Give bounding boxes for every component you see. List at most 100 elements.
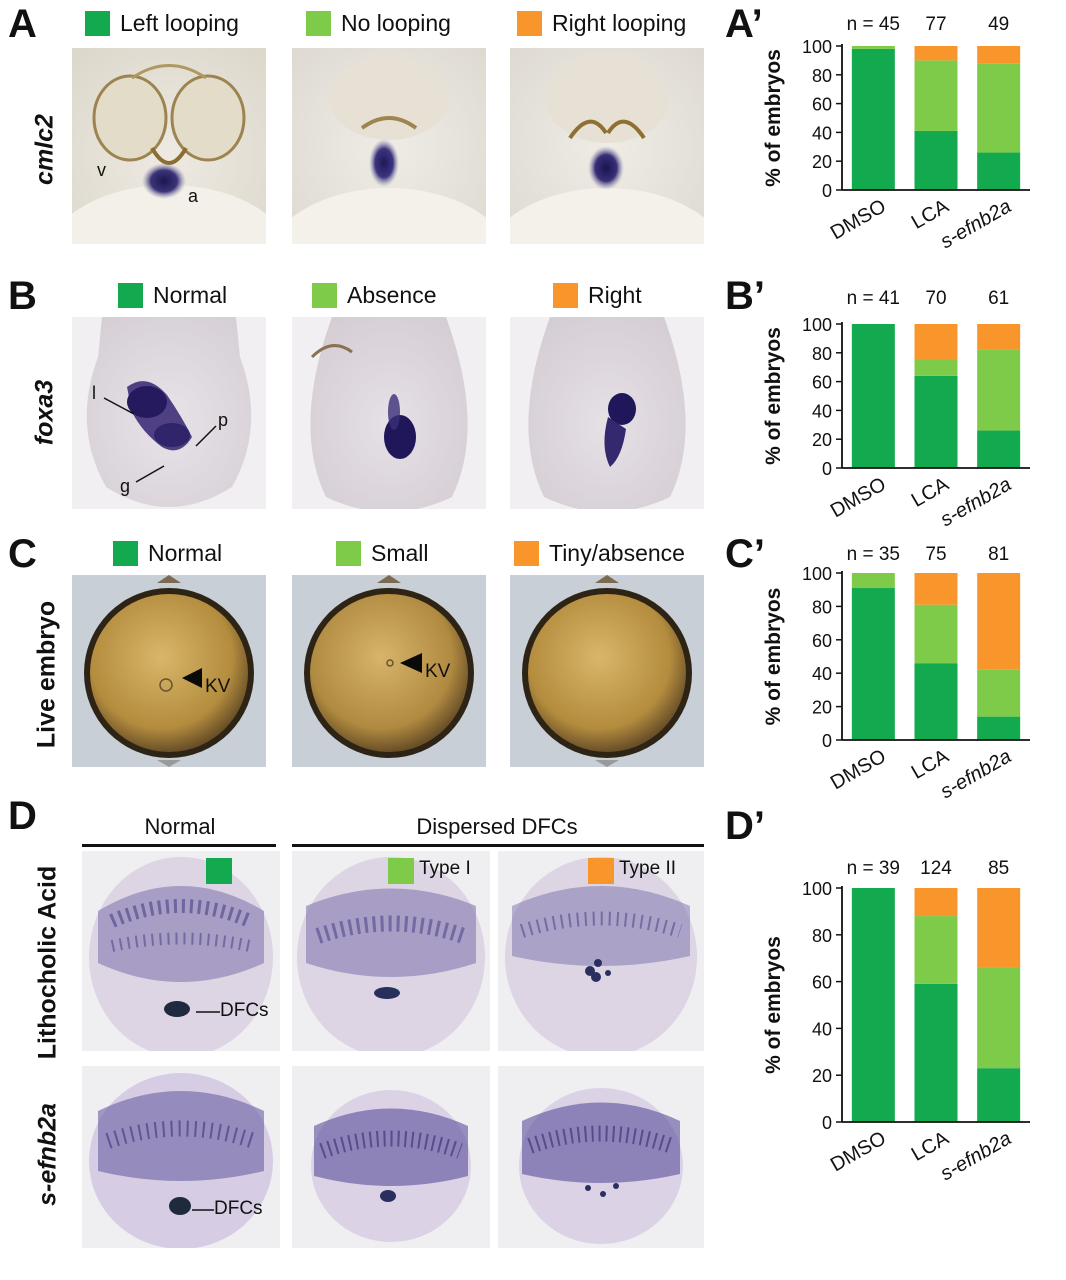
embryo-photo-right-liver: [510, 317, 704, 509]
header-rule-dispersed: [292, 844, 704, 847]
type-i-label: Type I: [419, 858, 471, 879]
x-category-label: DMSO: [827, 473, 890, 522]
bar-segment: [977, 716, 1021, 740]
dfc-photo-lca-type-i: [292, 851, 490, 1051]
row-label-foxa3: foxa3: [30, 379, 59, 446]
legend-label: Normal: [153, 282, 228, 308]
bar-segment: [914, 46, 958, 61]
legend-swatch-green: [113, 541, 138, 566]
n-count-label: 124: [920, 858, 952, 879]
bar-segment: [977, 324, 1021, 350]
bar-segment: [851, 573, 895, 589]
embryo-photo-no-looping: [292, 48, 486, 244]
bar-segment: [914, 604, 958, 664]
header-normal: Normal: [144, 814, 216, 839]
row-label-lithocholic-acid: Lithocholic Acid: [33, 865, 62, 1060]
n-count-label: 85: [988, 858, 1009, 879]
annotation-kv-normal: KV: [205, 676, 231, 697]
bar-segment: [977, 669, 1021, 717]
dfc-photo-efnb2a-type-ii: [498, 1066, 704, 1248]
chart-c-prime: % of embryos 0 20 40 60 80 100 n = 35 DMSO 75 LCA 8…: [760, 540, 1066, 803]
legend-swatch-lightgreen: [336, 541, 361, 566]
legend-swatch-orange: [517, 11, 542, 36]
bar-segment: [914, 375, 958, 468]
legend-normal-kv: Normal: [113, 540, 222, 567]
dfc-photo-lca-normal: [82, 851, 280, 1051]
dfc-photo-efnb2a-normal: [82, 1066, 280, 1248]
x-category-label: s-efnb2a: [937, 195, 1015, 253]
embryo-photo-normal-kv: [72, 575, 266, 767]
chart-d-prime: % of embryos 0 20 40 60 80 100 n = 39 DMSO 124 LCA…: [760, 850, 1066, 1185]
annotation-pancreas: p: [218, 410, 229, 430]
y-tick-label: 40: [812, 1019, 832, 1039]
y-tick-label: 100: [802, 879, 832, 899]
legend-left-looping: Left looping: [85, 10, 239, 37]
y-tick-label: 0: [822, 181, 832, 201]
legend-label: Absence: [347, 282, 437, 308]
legend-label: Right looping: [552, 10, 687, 36]
legend-label: No looping: [341, 10, 451, 36]
panel-letter-d: D: [8, 794, 37, 838]
legend-no-looping: No looping: [306, 10, 451, 37]
n-count-label: 81: [988, 544, 1009, 565]
bar-segment: [977, 152, 1021, 190]
legend-normal: Normal: [118, 282, 227, 309]
panel-letter-a-prime: A’: [725, 2, 763, 46]
legend-swatch-orange: [553, 283, 578, 308]
bar-segment: [977, 573, 1021, 670]
category-swatch-type-i: [388, 858, 414, 884]
panel-letter-d-prime: D’: [725, 804, 765, 848]
n-count-label: 75: [925, 544, 946, 565]
n-count-label: 70: [925, 288, 946, 309]
x-category-label: s-efnb2a: [937, 1127, 1015, 1185]
bar-segment: [914, 360, 958, 376]
legend-label: Normal: [148, 540, 223, 566]
legend-swatch-lightgreen: [306, 11, 331, 36]
dfc-photo-efnb2a-type-i: [292, 1066, 490, 1248]
embryo-photo-normal-liver: [72, 317, 266, 509]
leader-line-gut: [135, 465, 165, 483]
bar-segment: [977, 46, 1021, 64]
bar-segment: [914, 916, 958, 984]
bar-segment: [977, 1068, 1021, 1122]
embryo-photo-left-looping: [72, 48, 266, 244]
y-tick-label: 80: [812, 597, 832, 617]
bar-segment: [914, 663, 958, 740]
y-tick-label: 0: [822, 459, 832, 479]
n-count-label: 49: [988, 14, 1009, 35]
annotation-ventricle: v: [97, 160, 106, 180]
legend-label: Small: [371, 540, 429, 566]
bar-segment: [851, 588, 895, 740]
bar-segment: [851, 324, 895, 468]
bar-segment: [977, 63, 1021, 153]
n-count-label: n = 35: [847, 544, 900, 565]
chart-a-prime: % of embryos 0 20 40 60 80 100 n = 45 DMSO 77 LCA 4…: [760, 10, 1066, 260]
bar-segment: [977, 430, 1021, 468]
y-axis-label: % of embryos: [762, 936, 785, 1074]
y-tick-label: 40: [812, 664, 832, 684]
header-rule-normal: [82, 844, 276, 847]
n-count-label: n = 45: [847, 14, 900, 35]
bar-segment: [914, 130, 958, 190]
embryo-photo-right-looping: [510, 48, 704, 244]
y-tick-label: 0: [822, 1113, 832, 1133]
n-count-label: n = 39: [847, 858, 900, 879]
n-count-label: 77: [925, 14, 946, 35]
legend-swatch-lightgreen: [312, 283, 337, 308]
leader-line-liver: [103, 397, 135, 415]
annotation-kv-small: KV: [425, 661, 451, 682]
panel-letter-c-prime: C’: [725, 532, 765, 576]
n-count-label: 61: [988, 288, 1009, 309]
bar-segment: [914, 888, 958, 917]
x-category-label: s-efnb2a: [937, 745, 1015, 803]
y-tick-label: 100: [802, 564, 832, 584]
y-tick-label: 100: [802, 37, 832, 57]
y-tick-label: 60: [812, 95, 832, 115]
legend-swatch-green: [85, 11, 110, 36]
bar-segment: [914, 573, 958, 605]
bar-segment: [851, 48, 895, 190]
bar-segment: [851, 46, 895, 49]
y-tick-label: 80: [812, 344, 832, 364]
